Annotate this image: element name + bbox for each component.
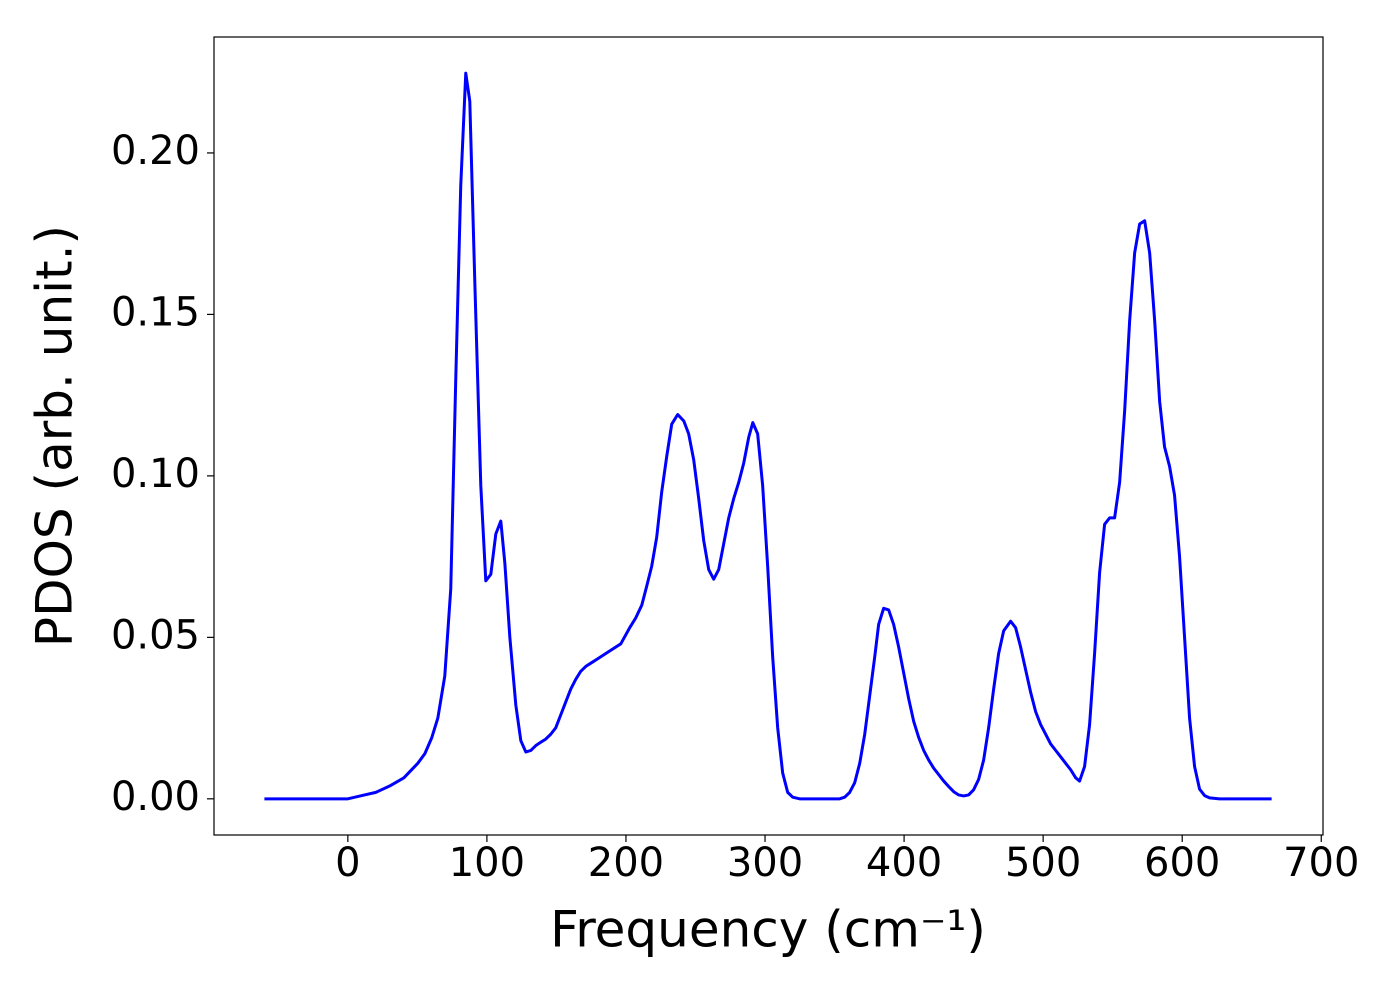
y-tick-label: 0.20 [111, 128, 200, 174]
y-tick-label: 0.00 [111, 774, 200, 820]
x-tick-label: 200 [588, 840, 664, 886]
x-tick-label: 500 [1005, 840, 1081, 886]
y-tick-label: 0.15 [111, 289, 200, 335]
plot-frame [213, 36, 1324, 836]
x-tick-label: 700 [1283, 840, 1359, 886]
x-tick-label: 600 [1144, 840, 1220, 886]
x-tick-label: 400 [866, 840, 942, 886]
x-axis-label: Frequency (cm⁻¹) [550, 901, 986, 959]
y-tick-label: 0.05 [111, 612, 200, 658]
y-tick-label: 0.10 [111, 451, 200, 497]
line-series [264, 71, 1272, 801]
x-tick-label: 0 [335, 840, 360, 886]
x-tick-label: 100 [449, 840, 525, 886]
y-axis-label: PDOS (arb. unit.) [26, 225, 84, 647]
x-tick-label: 300 [727, 840, 803, 886]
